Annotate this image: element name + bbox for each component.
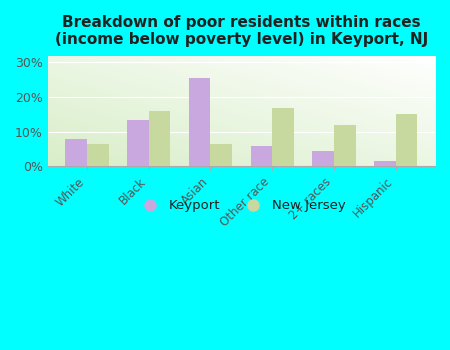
Bar bbox=[87, 144, 108, 167]
Bar bbox=[334, 125, 356, 167]
Bar bbox=[396, 114, 418, 167]
Title: Breakdown of poor residents within races
(income below poverty level) in Keyport: Breakdown of poor residents within races… bbox=[55, 15, 428, 47]
Bar bbox=[374, 161, 396, 167]
Legend: Keyport, New Jersey: Keyport, New Jersey bbox=[132, 194, 351, 218]
Bar bbox=[211, 144, 232, 167]
Bar bbox=[312, 151, 334, 167]
Bar bbox=[65, 139, 87, 167]
Bar bbox=[148, 111, 171, 167]
Bar bbox=[272, 107, 294, 167]
Bar bbox=[189, 78, 211, 167]
Bar bbox=[127, 120, 148, 167]
Bar bbox=[251, 146, 272, 167]
